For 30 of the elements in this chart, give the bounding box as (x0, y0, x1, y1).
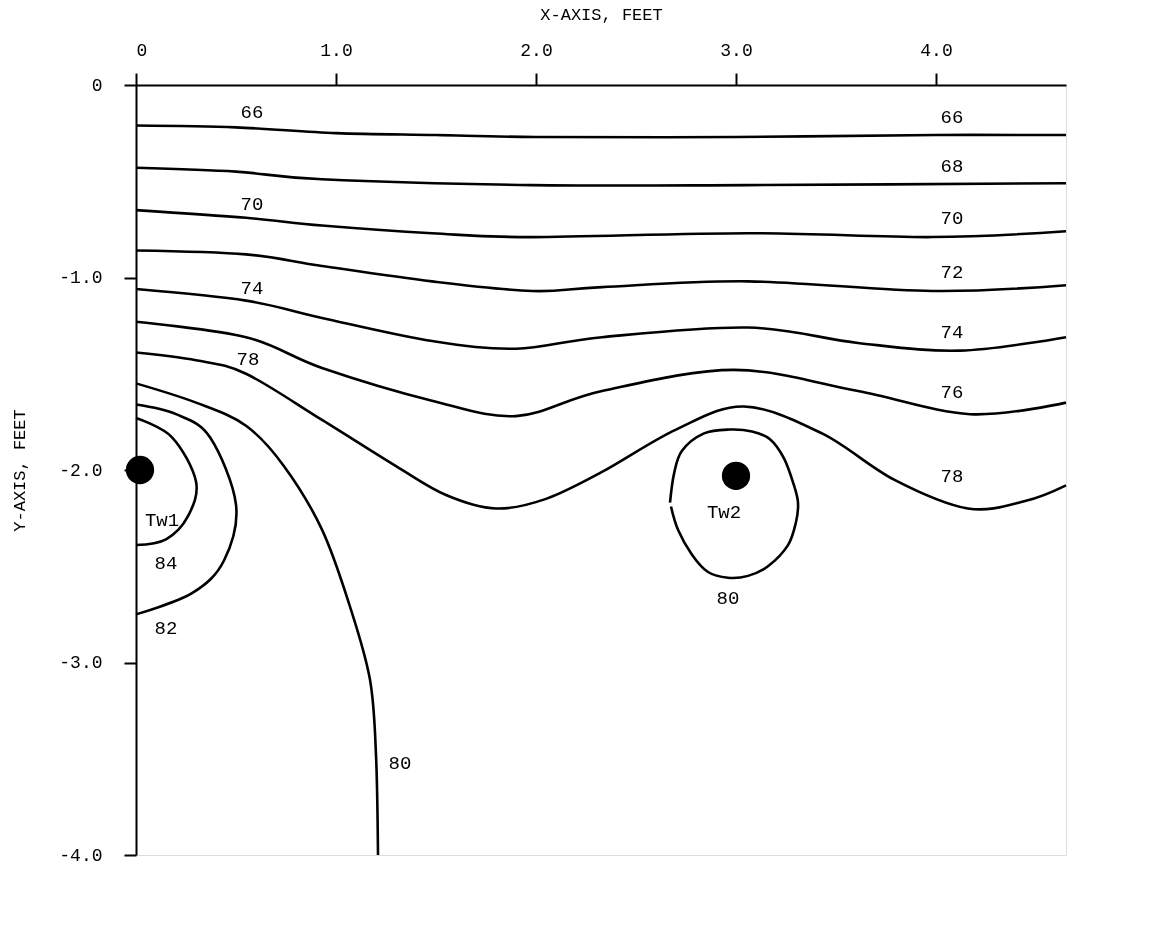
series-label: 66 (240, 102, 264, 125)
text: 78 (940, 466, 964, 489)
series-label: 84 (154, 553, 178, 576)
annotation: Tw2 (706, 501, 742, 524)
text: 74 (940, 322, 964, 345)
x-tick-label: 4.0 (920, 40, 953, 61)
y-axis-title: Y-AXIS, FEET (11, 409, 31, 532)
x-axis-title: X-AXIS, FEET (540, 5, 663, 25)
series-label: 72 (940, 262, 964, 285)
series-label: 78 (236, 349, 260, 372)
text: 66 (940, 107, 964, 130)
annotation: Tw1 (144, 510, 180, 532)
series-label: 70 (240, 194, 264, 217)
series-label: 68 (940, 155, 964, 178)
y-tick-label: -1.0 (59, 268, 103, 288)
y-tick-label: -3.0 (59, 653, 103, 673)
y-tick-label: -2.0 (59, 460, 103, 481)
series-label: 74 (240, 277, 264, 300)
series-label: 76 (940, 382, 964, 405)
y-tick-label: -4.0 (59, 845, 103, 866)
line-series (668, 428, 800, 580)
x-tick-label: 0 (136, 40, 148, 61)
x-tick-label: 3.0 (720, 40, 753, 61)
x-tick-label: 2.0 (520, 40, 553, 61)
text: 70 (940, 208, 964, 231)
annotation: 80 (716, 587, 740, 610)
series-label: 80 (388, 752, 412, 775)
series-label: 82 (154, 618, 178, 641)
y-tick-label: 0 (91, 75, 103, 96)
x-tick-label: 1.0 (320, 40, 353, 61)
